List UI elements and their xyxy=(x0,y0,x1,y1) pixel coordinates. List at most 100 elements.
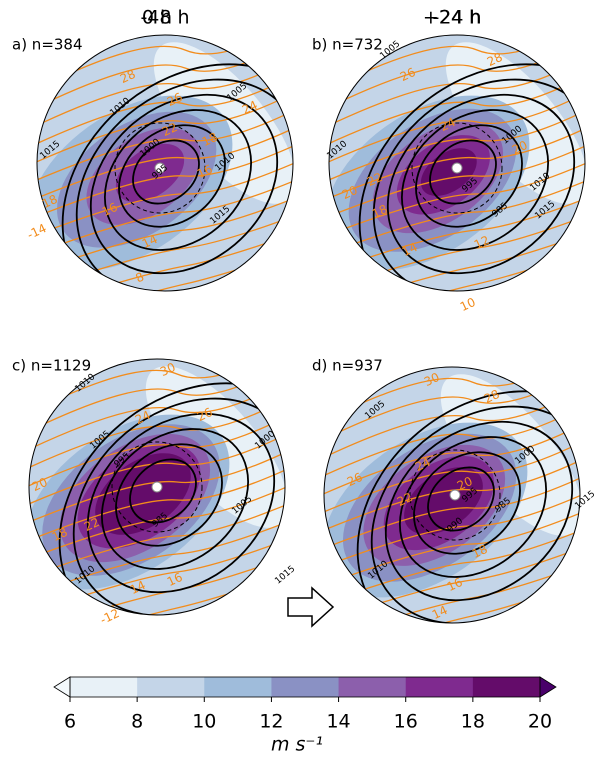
colorbar-segment xyxy=(271,677,340,697)
isotach-label: 22 xyxy=(82,515,102,534)
isotach-label: -14 xyxy=(25,221,49,242)
isotach-label: 16 xyxy=(195,162,215,181)
dashed-ring xyxy=(409,449,501,541)
isotach-label: 16 xyxy=(165,570,185,589)
isotach xyxy=(329,153,585,240)
panel-title: 0 h xyxy=(142,7,172,29)
isobar xyxy=(384,420,574,602)
isobar xyxy=(415,124,523,228)
isotach-label: 26 xyxy=(195,405,215,424)
map-border xyxy=(36,34,294,292)
colorbar-tick-label: 16 xyxy=(394,711,418,733)
isobar xyxy=(103,109,253,251)
isotach xyxy=(37,81,293,168)
isotach xyxy=(324,431,580,518)
dashed-ring xyxy=(111,441,203,533)
isotach xyxy=(329,171,585,258)
colorbar-over xyxy=(539,676,557,698)
isotach xyxy=(324,395,580,482)
isotach xyxy=(329,135,585,222)
colorbar-tick-label: 6 xyxy=(64,711,76,733)
isobar xyxy=(86,412,276,594)
colorbar-tick-label: 18 xyxy=(461,711,485,733)
isobar xyxy=(429,139,497,205)
map-border xyxy=(328,34,586,292)
isobar xyxy=(100,428,250,570)
isotach-label: 24 xyxy=(438,115,458,134)
wind-shading xyxy=(420,148,477,196)
isotach-label: 30 xyxy=(422,370,442,389)
isotach xyxy=(329,81,585,168)
isotach xyxy=(329,63,585,150)
panel-label: d) n=937 xyxy=(312,357,383,375)
colorbar-label: m s⁻¹ xyxy=(271,734,323,756)
isotach-label: 10 xyxy=(458,295,478,314)
isotach-label: 24 xyxy=(413,455,433,474)
isotach-label: 30 xyxy=(158,360,178,379)
isotach xyxy=(324,413,580,500)
isotach xyxy=(37,171,293,258)
isobar xyxy=(427,466,495,532)
isotach xyxy=(329,189,585,276)
isotach-label: 14 xyxy=(128,578,148,597)
isotach-label: 14 xyxy=(430,603,450,622)
map xyxy=(29,359,285,615)
isotach-label: 22 xyxy=(395,490,415,509)
isobar-label: 1015 xyxy=(273,564,297,586)
isobar xyxy=(129,458,197,524)
isotach-label: 18 xyxy=(370,202,390,221)
storm-center xyxy=(451,162,463,174)
isotach xyxy=(37,135,293,222)
isotach xyxy=(329,99,585,186)
colorbar-segment xyxy=(472,677,541,697)
isotach-label: 28 xyxy=(482,387,502,406)
panel-label: b) n=732 xyxy=(312,36,383,54)
isotach-label: 24 xyxy=(133,408,153,427)
isotach-label: 28 xyxy=(118,67,138,86)
isotach xyxy=(29,513,285,600)
isotach-label: 20 xyxy=(340,183,360,202)
isobar xyxy=(386,93,576,275)
isotach xyxy=(37,153,293,240)
colorbar-segment xyxy=(137,677,205,697)
isotach xyxy=(329,225,585,291)
isotach-label: 18 xyxy=(200,130,220,149)
storm-center xyxy=(151,481,163,493)
colorbar-tick-label: 14 xyxy=(326,711,350,733)
isobar xyxy=(132,139,200,205)
isotach xyxy=(29,495,285,582)
isotach-label: 18 xyxy=(50,525,70,544)
isotach xyxy=(324,521,580,608)
panel-title: +24 h xyxy=(423,7,481,29)
isotach-label: 26 xyxy=(345,470,365,489)
isobar xyxy=(413,451,521,555)
isotach-label: 14 xyxy=(140,232,160,251)
isotach-label: 16 xyxy=(445,575,465,594)
isotach xyxy=(29,441,285,528)
storm-center xyxy=(154,162,166,174)
isotach-label: 20 xyxy=(510,138,530,157)
dashed-ring xyxy=(114,122,206,214)
map-border xyxy=(28,358,286,616)
isotach xyxy=(29,387,285,474)
map xyxy=(37,35,293,291)
panel-label: a) n=384 xyxy=(12,36,83,54)
colorbar-segment xyxy=(405,677,474,697)
isotach xyxy=(324,467,580,554)
isotach xyxy=(29,405,285,492)
arrow xyxy=(287,586,335,628)
isotach xyxy=(37,99,293,186)
isotach-label: 18 xyxy=(470,542,490,561)
isotach-label: 12 xyxy=(472,233,492,252)
isotach-label: 22 xyxy=(160,120,180,139)
dashed-ring xyxy=(411,122,503,214)
isotach-label: 28 xyxy=(485,50,505,69)
panel-title: -48 h xyxy=(140,7,189,29)
map-border xyxy=(323,366,581,624)
isotach-label: 20 xyxy=(30,475,50,494)
isotach-label: 22 xyxy=(365,170,385,189)
colorbar-segment xyxy=(204,677,272,697)
colorbar-tick-label: 8 xyxy=(131,711,143,733)
colorbar-frame xyxy=(69,676,541,698)
